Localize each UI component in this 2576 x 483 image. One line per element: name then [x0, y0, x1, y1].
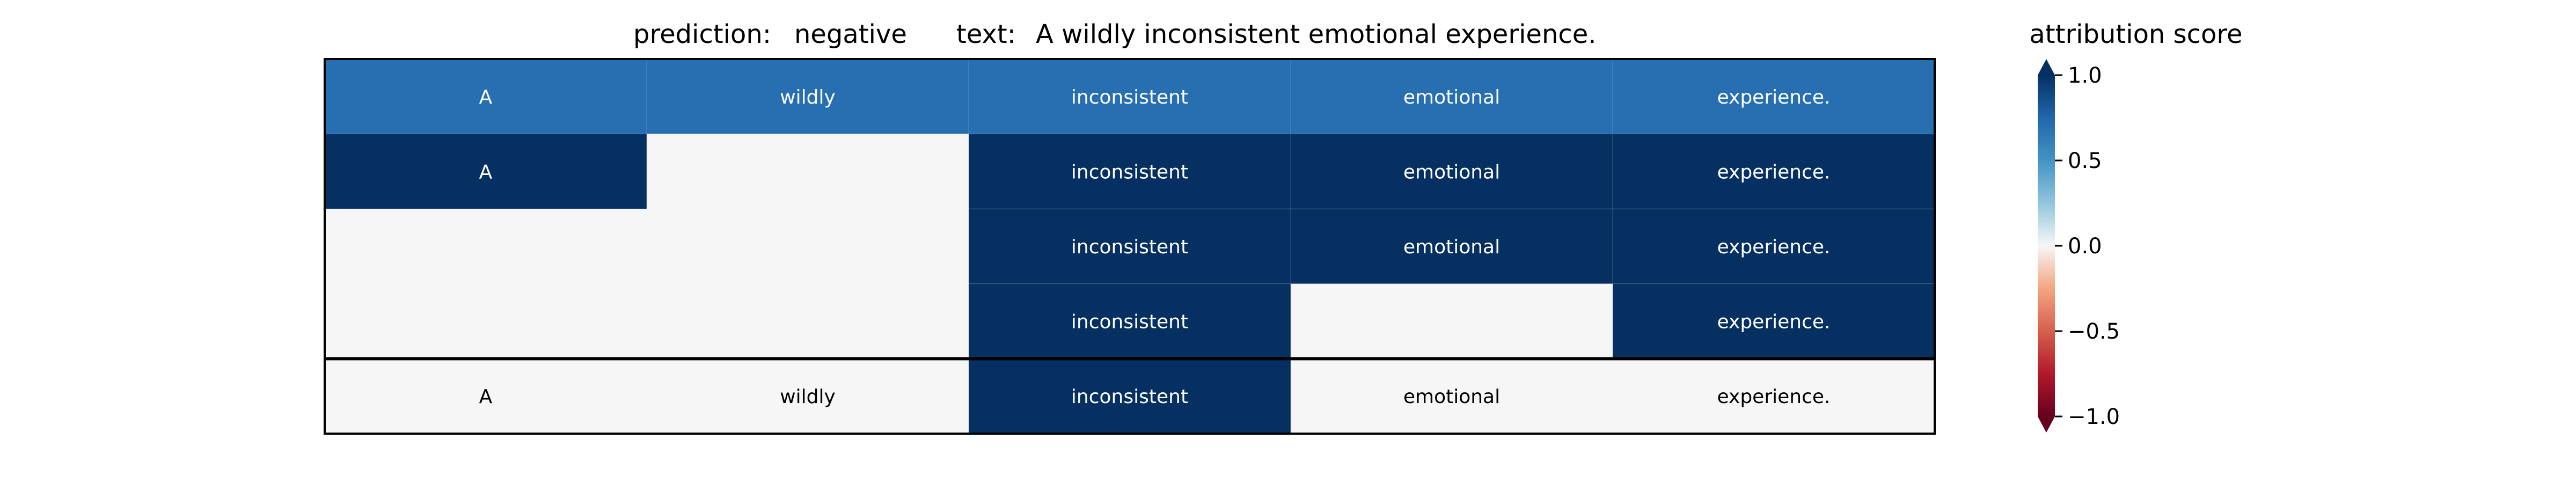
- heatmap-cell: [1290, 358, 1613, 435]
- heatmap-cell: [1290, 58, 1613, 135]
- cell-label: emotional: [1403, 386, 1500, 408]
- heatmap-cell: [1290, 283, 1613, 360]
- heatmap-cell: [1290, 133, 1613, 210]
- heatmap-cell: [1612, 283, 1935, 360]
- heatmap-cell: [646, 133, 969, 210]
- cell-label: A: [479, 386, 493, 408]
- heatmap-cell: [646, 358, 969, 435]
- heatmap-cell: [1612, 358, 1935, 435]
- colorbar-tick-label: −0.5: [2068, 319, 2120, 344]
- colorbar-tick-label: −1.0: [2068, 405, 2120, 429]
- colorbar-title: attribution score: [2029, 19, 2242, 49]
- heatmap-cell: [1612, 58, 1935, 135]
- cell-label: experience.: [1717, 161, 1831, 183]
- cell-label: wildly: [780, 86, 836, 108]
- colorbar-tick-label: 0.5: [2068, 149, 2102, 173]
- cell-label: inconsistent: [1071, 236, 1188, 258]
- prediction-label: prediction:: [633, 19, 771, 49]
- colorbar-ticks: 1.0 0.5 0.0 −0.5 −1.0: [2055, 63, 2120, 429]
- cell-label: inconsistent: [1071, 161, 1188, 183]
- cell-label: emotional: [1403, 86, 1500, 108]
- cell-label: inconsistent: [1071, 86, 1188, 108]
- cell-label: experience.: [1717, 311, 1831, 333]
- cell-label: inconsistent: [1071, 311, 1188, 333]
- heatmap-cell: [968, 283, 1291, 360]
- heatmap-cell: [646, 283, 969, 360]
- heatmap-cell: [324, 358, 647, 435]
- heatmap-cell: [324, 58, 647, 135]
- cell-label: experience.: [1717, 386, 1831, 408]
- cell-label: emotional: [1403, 161, 1500, 183]
- cell-label: experience.: [1717, 86, 1831, 108]
- prediction-value: negative: [794, 19, 907, 49]
- cell-label: A: [479, 86, 493, 108]
- heatmap-cell: [1612, 208, 1935, 284]
- heatmap-cell: [646, 58, 969, 135]
- heatmap-cell: [324, 208, 647, 284]
- heatmap-cell: [324, 283, 647, 360]
- colorbar-tick-label: 1.0: [2068, 63, 2102, 88]
- heatmap-cell: [324, 133, 647, 210]
- colorbar-tick-label: 0.0: [2068, 234, 2102, 259]
- heatmap-cell: [968, 358, 1291, 435]
- text-label: text:: [956, 19, 1016, 49]
- heatmap-cell: [646, 208, 969, 284]
- cell-label: wildly: [780, 386, 836, 408]
- cell-label: experience.: [1717, 236, 1831, 258]
- cell-label: emotional: [1403, 236, 1500, 258]
- heatmap-cell: [968, 208, 1291, 284]
- heatmap-border: [324, 58, 1936, 435]
- colorbar-extend-bottom: [2038, 416, 2055, 433]
- cell-label: inconsistent: [1071, 386, 1188, 408]
- colorbar-bar: [2038, 75, 2055, 416]
- text-value: A wildly inconsistent emotional experien…: [1036, 19, 1597, 49]
- colorbar-extend-top: [2038, 59, 2055, 75]
- cell-label: A: [479, 161, 493, 183]
